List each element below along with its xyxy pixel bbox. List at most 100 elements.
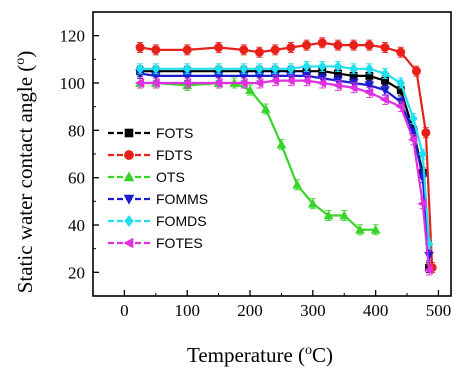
x-tick-label: 500 (426, 301, 452, 320)
data-point (301, 75, 311, 86)
legend-marker (124, 215, 134, 227)
legend-item-fdts: FDTS (108, 147, 193, 163)
legend-label: FOTS (156, 125, 193, 141)
data-point (292, 179, 302, 189)
series-fomds (135, 60, 434, 250)
tick-labels: 0 100 200 300 400 500 20 40 60 80 100 120 (60, 27, 452, 320)
y-tick-label: 60 (68, 169, 85, 188)
data-point (317, 61, 327, 72)
data-point (396, 77, 406, 89)
y-axis-title: Static water contact angle (o) (13, 51, 37, 294)
series-line (140, 79, 431, 271)
data-point (239, 45, 249, 55)
data-point (421, 128, 431, 138)
data-point (255, 63, 264, 75)
data-point (135, 42, 145, 52)
legend-item-ots: OTS (108, 169, 185, 185)
data-point (418, 148, 428, 160)
data-point (379, 94, 389, 105)
data-point (254, 47, 264, 57)
data-point (182, 78, 192, 88)
y-tick-label: 20 (68, 263, 85, 282)
legend-label: FOMDS (156, 213, 207, 229)
data-point (213, 78, 223, 88)
data-point (349, 63, 358, 75)
data-point (349, 40, 359, 50)
data-point (238, 78, 248, 88)
data-point (276, 139, 287, 149)
data-point (370, 224, 381, 234)
data-point (333, 61, 343, 72)
data-point (150, 78, 160, 88)
legend-item-fomms: FOMMS (108, 191, 208, 207)
data-point (348, 82, 358, 93)
legend-marker (123, 194, 135, 205)
legend-label: FOMMS (156, 191, 208, 207)
legend-label: FDTS (156, 147, 193, 163)
data-point (380, 42, 390, 52)
data-point (302, 61, 311, 72)
data-point (245, 84, 255, 94)
data-point (151, 63, 161, 75)
data-point (214, 63, 223, 75)
data-point (333, 40, 343, 50)
legend: FOTS FDTS OTS FOMMS FOMDS FOTES (108, 125, 208, 251)
data-point (339, 210, 350, 220)
data-point (417, 198, 427, 209)
y-tick-label: 120 (60, 27, 86, 46)
plot-frame (92, 11, 452, 297)
data-point (182, 63, 192, 75)
data-point (308, 198, 318, 208)
data-point (286, 63, 296, 75)
data-point (285, 75, 295, 86)
data-point (286, 42, 296, 52)
data-point (355, 224, 365, 234)
y-tick-label: 80 (68, 121, 85, 140)
legend-item-fotes: FOTES (108, 235, 203, 251)
data-point (214, 42, 224, 52)
data-point (151, 45, 161, 55)
data-point (411, 66, 421, 76)
x-tick-label: 400 (363, 301, 389, 320)
data-point (317, 78, 327, 88)
data-point (423, 265, 433, 275)
data-point (270, 45, 280, 55)
data-point (254, 78, 264, 88)
y-tick-label: 40 (68, 216, 85, 235)
x-tick-label: 200 (237, 301, 263, 320)
data-point (364, 87, 374, 98)
data-point (135, 63, 145, 75)
data-point (380, 68, 390, 79)
legend-item-fots: FOTS (108, 125, 193, 141)
data-point (317, 38, 327, 48)
legend-marker (123, 171, 135, 182)
legend-marker (124, 128, 134, 138)
legend-marker (123, 237, 134, 249)
legend-label: OTS (156, 169, 185, 185)
x-tick-label: 100 (174, 301, 200, 320)
y-tick-label: 100 (60, 74, 86, 93)
x-axis-title: Temperature (oC) (187, 343, 333, 367)
data-point (270, 63, 280, 75)
data-point (396, 47, 406, 57)
data-point (408, 113, 418, 124)
data-point (395, 101, 405, 112)
data-point (134, 78, 145, 88)
data-point (332, 80, 342, 91)
data-point (365, 63, 374, 75)
legend-marker (124, 150, 134, 160)
x-tick-label: 300 (300, 301, 326, 320)
data-point (408, 134, 418, 145)
series-fotes (134, 75, 433, 276)
x-tick-label: 0 (120, 301, 129, 320)
data-point (270, 75, 280, 86)
legend-label: FOTES (156, 235, 203, 251)
data-point (380, 86, 390, 96)
legend-item-fomds: FOMDS (108, 213, 207, 229)
series-line (140, 65, 431, 245)
data-point (364, 81, 375, 91)
data-point (239, 63, 249, 75)
data-point (260, 103, 271, 113)
data-point (323, 210, 334, 220)
